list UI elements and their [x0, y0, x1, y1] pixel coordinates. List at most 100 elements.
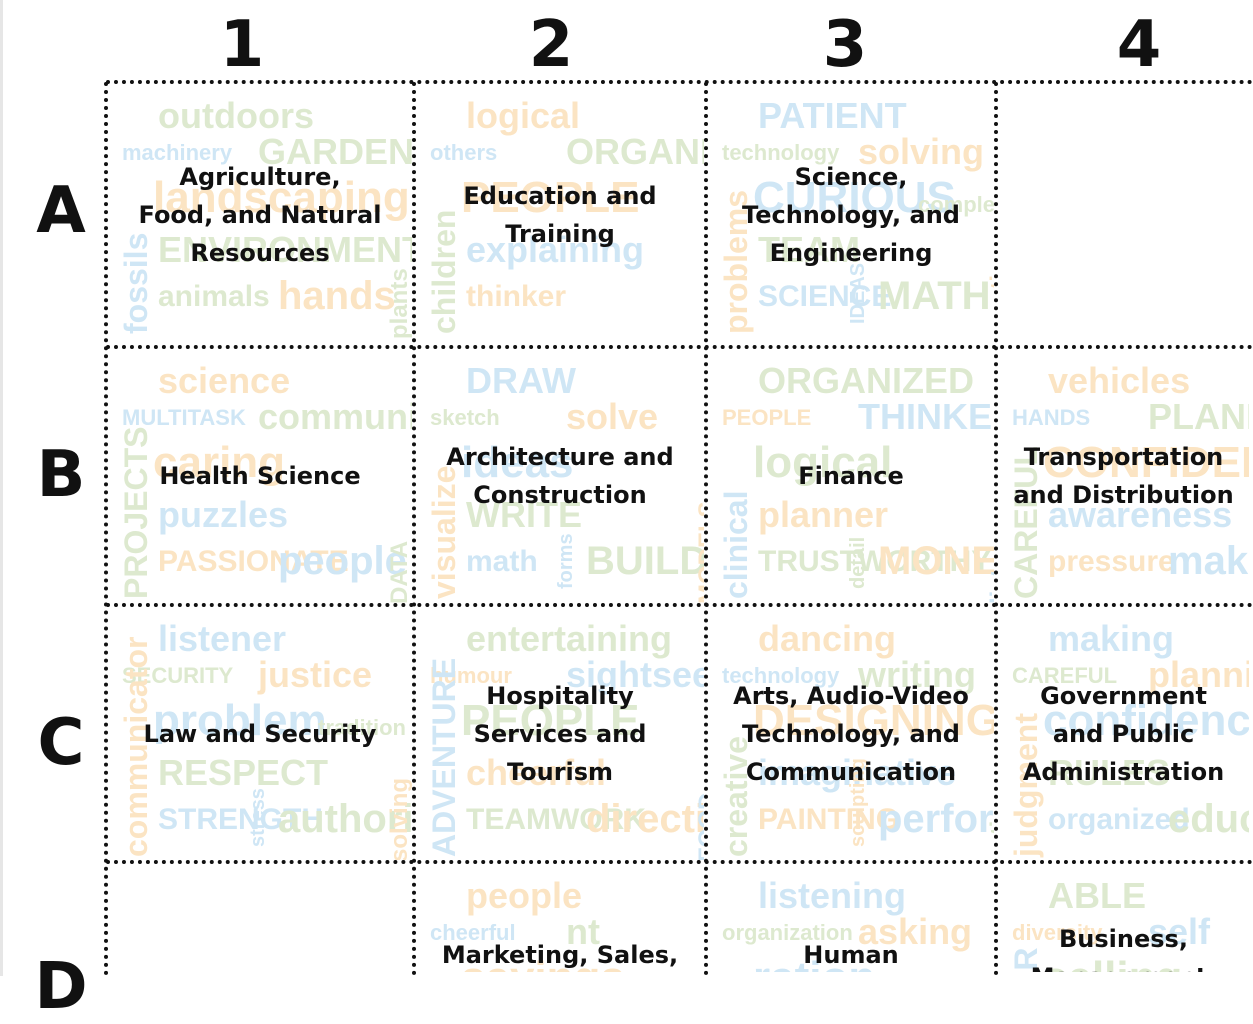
row-header-a: A: [36, 174, 86, 248]
cluster-cell-b2: DRAW sketch solve ideas WRITE visualize math BU…: [416, 349, 704, 604]
grid-line-vertical: [412, 82, 416, 976]
word-cloud: DRAW sketch solve ideas WRITE visualize math BU…: [416, 349, 704, 604]
word-cloud-term: HANDS: [1012, 405, 1091, 430]
word-cloud-term: pressure: [1048, 545, 1175, 578]
word-cloud-term: confidence: [1043, 696, 1249, 745]
column-header-2: 2: [528, 8, 574, 82]
grid-line-horizontal: [106, 603, 1253, 607]
word-cloud-term: performing: [878, 797, 994, 841]
cluster-cell-d4: ABLEdiversityselfsellingtalkerDIRECTORor…: [998, 864, 1249, 973]
word-cloud-term: MONEY: [878, 539, 994, 583]
word-cloud-term: directions: [586, 797, 704, 841]
word-cloud-term: CURIOUS: [753, 173, 956, 222]
career-cluster-label: Education and Training: [463, 181, 657, 248]
word-cloud-term: RULES: [1048, 752, 1171, 793]
row-header-b: B: [36, 438, 86, 512]
word-cloud: science MULTITASK communicationcaring puzzl…: [108, 349, 412, 604]
word-cloud-term: PEOPLE: [461, 173, 640, 222]
word-cloud-term: technology: [722, 140, 840, 165]
word-cloud-term: solve: [566, 396, 659, 437]
word-cloud-term: people: [278, 539, 407, 583]
word-cloud: PATIENT technology solving CURIOUS TEAM probl…: [708, 84, 994, 345]
word-cloud-term: SCIENCE: [758, 280, 892, 313]
career-cluster-label: Human: [803, 941, 899, 969]
career-cluster-label: Business,Management, and: [1031, 925, 1217, 972]
page-left-edge: [0, 0, 3, 976]
column-header-1: 1: [219, 8, 265, 82]
word-cloud: entertaining humour sightseeingPEOPLE cheer…: [416, 607, 704, 861]
cluster-cell-b4: vehicles HANDS PLANNINGCONFIDENCE awareness…: [998, 349, 1249, 603]
word-cloud-term: organized: [1048, 803, 1190, 836]
word-cloud-term: awareness: [1048, 494, 1233, 535]
word-cloud-term: PAINTING: [758, 803, 900, 836]
cluster-cell-c4: makingCAREFULplanningconfidenceRULESjudg…: [998, 607, 1249, 860]
career-cluster-label: Agriculture, Food, and Natural Resources: [138, 162, 382, 267]
word-cloud-term: making: [1048, 618, 1175, 659]
word-cloud-term: PEOPLE: [461, 696, 640, 745]
word-cloud-term: ideas: [461, 438, 574, 487]
grid-line-horizontal: [106, 80, 1253, 84]
word-cloud-term: PASSIONATE: [158, 545, 349, 578]
word-cloud: outdoors machinery GARDENINGlandscaping ENV…: [108, 84, 412, 345]
word-cloud-term: dancing: [758, 618, 897, 659]
word-cloud-term: caring: [153, 438, 286, 487]
word-cloud: logicalothersORGANIZEDPEOPLEexplainingch…: [416, 84, 704, 345]
word-cloud-term: sketch: [430, 405, 500, 430]
cluster-cell-d2: peoplecheerfulntsayingsLISTENMarketing, …: [416, 864, 704, 973]
career-cluster-label: Health Science: [159, 462, 361, 490]
word-cloud-term: ration: [753, 956, 875, 973]
word-cloud-term: ORGANIZED: [758, 360, 974, 401]
word-cloud-term: PLANNING: [1148, 396, 1249, 437]
word-cloud-term: selling: [1043, 956, 1182, 973]
word-cloud-term: THINKER: [858, 396, 994, 437]
word-cloud: makingCAREFULplanningconfidenceRULESjudg…: [998, 607, 1249, 860]
word-cloud-term: TEAMWORK: [466, 803, 646, 836]
word-cloud-term: sayings: [461, 956, 625, 973]
word-cloud-term: writing: [858, 654, 976, 695]
word-cloud-term: cheerful: [430, 920, 516, 945]
word-cloud-term: PEOPLE: [722, 405, 812, 430]
word-cloud-term: cheerful: [466, 752, 607, 793]
grid-line-vertical: [994, 82, 998, 976]
career-cluster-label: Finance: [798, 462, 904, 490]
word-cloud-term: justice: [258, 654, 373, 695]
grid-line-vertical: [104, 82, 108, 976]
word-cloud-term: SECURITY: [122, 663, 234, 688]
word-cloud-term: complex: [918, 192, 994, 217]
career-cluster-label: Hospitality Services and Tourism: [473, 681, 647, 786]
word-cloud-term: solving: [858, 131, 985, 172]
word-cloud-term: logical: [466, 95, 581, 136]
word-cloud-term: authority: [278, 797, 412, 841]
cluster-cell-a2: logicalothersORGANIZEDPEOPLEexplainingch…: [416, 84, 704, 345]
word-cloud: listeningorganizationaskingrationactionr…: [708, 864, 994, 973]
grid-line-horizontal: [106, 860, 1253, 864]
word-cloud-term: people: [466, 875, 583, 916]
word-cloud-term: MULTITASK: [122, 405, 246, 430]
word-cloud-term: PATIENT: [758, 95, 907, 136]
word-cloud-term: technology: [722, 663, 840, 688]
word-cloud: peoplecheerfulntsayingsLISTEN: [416, 864, 704, 973]
word-cloud-term: outdoors: [158, 95, 314, 136]
word-cloud-term: machinery: [122, 140, 233, 165]
word-cloud-term: diversity: [1012, 920, 1103, 945]
cluster-cell-c3: dancing technology writing DESIGNING imagina…: [708, 607, 994, 861]
career-cluster-label: Law and Security: [143, 719, 377, 748]
word-cloud-term: self: [1148, 911, 1211, 952]
word-cloud-term: explaining: [466, 229, 645, 270]
word-cloud-term: math: [466, 545, 538, 578]
cluster-cell-b1: science MULTITASK communicationcaring puzzl…: [108, 349, 412, 604]
word-cloud-term: tradition: [318, 715, 406, 740]
word-cloud-term: organization: [722, 920, 853, 945]
word-cloud-term: landscaping: [153, 173, 410, 222]
word-cloud-term: logical: [753, 438, 893, 487]
word-cloud: ABLEdiversityselfsellingtalkerDIRECTORor…: [998, 864, 1249, 973]
word-cloud-term: DESIGNING: [753, 696, 994, 745]
word-cloud-term: nt: [566, 911, 600, 952]
word-cloud-term: TEAM: [758, 229, 860, 270]
word-cloud-term: listener: [158, 618, 287, 659]
career-cluster-label: Science, Technology, and Engineering: [742, 162, 960, 267]
word-cloud-term: TRUSTWORTHY: [758, 545, 992, 578]
word-cloud-term: ORGANIZED: [566, 131, 704, 172]
cluster-cell-a3: PATIENT technology solving CURIOUS TEAM probl…: [708, 84, 994, 345]
word-cloud-term: planner: [758, 494, 889, 535]
